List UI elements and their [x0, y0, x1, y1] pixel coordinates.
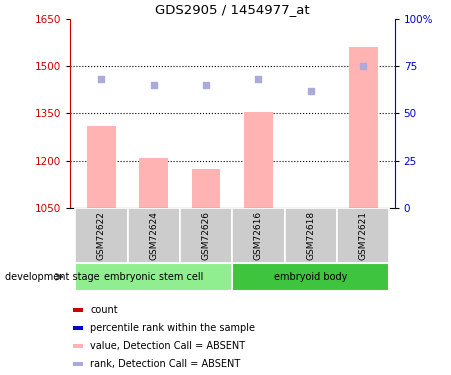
Text: development stage: development stage — [5, 272, 99, 282]
Bar — [139, 158, 168, 208]
Bar — [232, 262, 389, 291]
Text: count: count — [90, 305, 118, 315]
Bar — [244, 112, 273, 208]
Bar — [75, 262, 232, 291]
Text: GSM72626: GSM72626 — [202, 211, 211, 260]
Bar — [192, 169, 221, 208]
Text: percentile rank within the sample: percentile rank within the sample — [90, 323, 255, 333]
Point — [359, 63, 367, 69]
Point — [202, 82, 210, 88]
Bar — [285, 208, 337, 262]
Point — [255, 76, 262, 82]
Text: GSM72616: GSM72616 — [254, 211, 263, 260]
Text: embryoid body: embryoid body — [274, 272, 348, 282]
Bar — [74, 344, 83, 348]
Bar — [232, 208, 285, 262]
Bar — [180, 208, 232, 262]
Text: GSM72618: GSM72618 — [306, 211, 315, 260]
Text: GSM72622: GSM72622 — [97, 211, 106, 260]
Bar — [128, 208, 180, 262]
Point — [307, 88, 314, 94]
Bar — [337, 208, 389, 262]
Text: rank, Detection Call = ABSENT: rank, Detection Call = ABSENT — [90, 359, 240, 369]
Point — [150, 82, 157, 88]
Bar — [74, 308, 83, 312]
Point — [98, 76, 105, 82]
Text: embryonic stem cell: embryonic stem cell — [104, 272, 203, 282]
Bar — [74, 326, 83, 330]
Bar — [74, 362, 83, 366]
Text: value, Detection Call = ABSENT: value, Detection Call = ABSENT — [90, 341, 245, 351]
Text: GSM72624: GSM72624 — [149, 211, 158, 260]
Bar — [87, 126, 116, 208]
Bar — [349, 47, 377, 208]
Title: GDS2905 / 1454977_at: GDS2905 / 1454977_at — [155, 3, 309, 16]
Text: GSM72621: GSM72621 — [359, 211, 368, 260]
Bar — [75, 208, 128, 262]
